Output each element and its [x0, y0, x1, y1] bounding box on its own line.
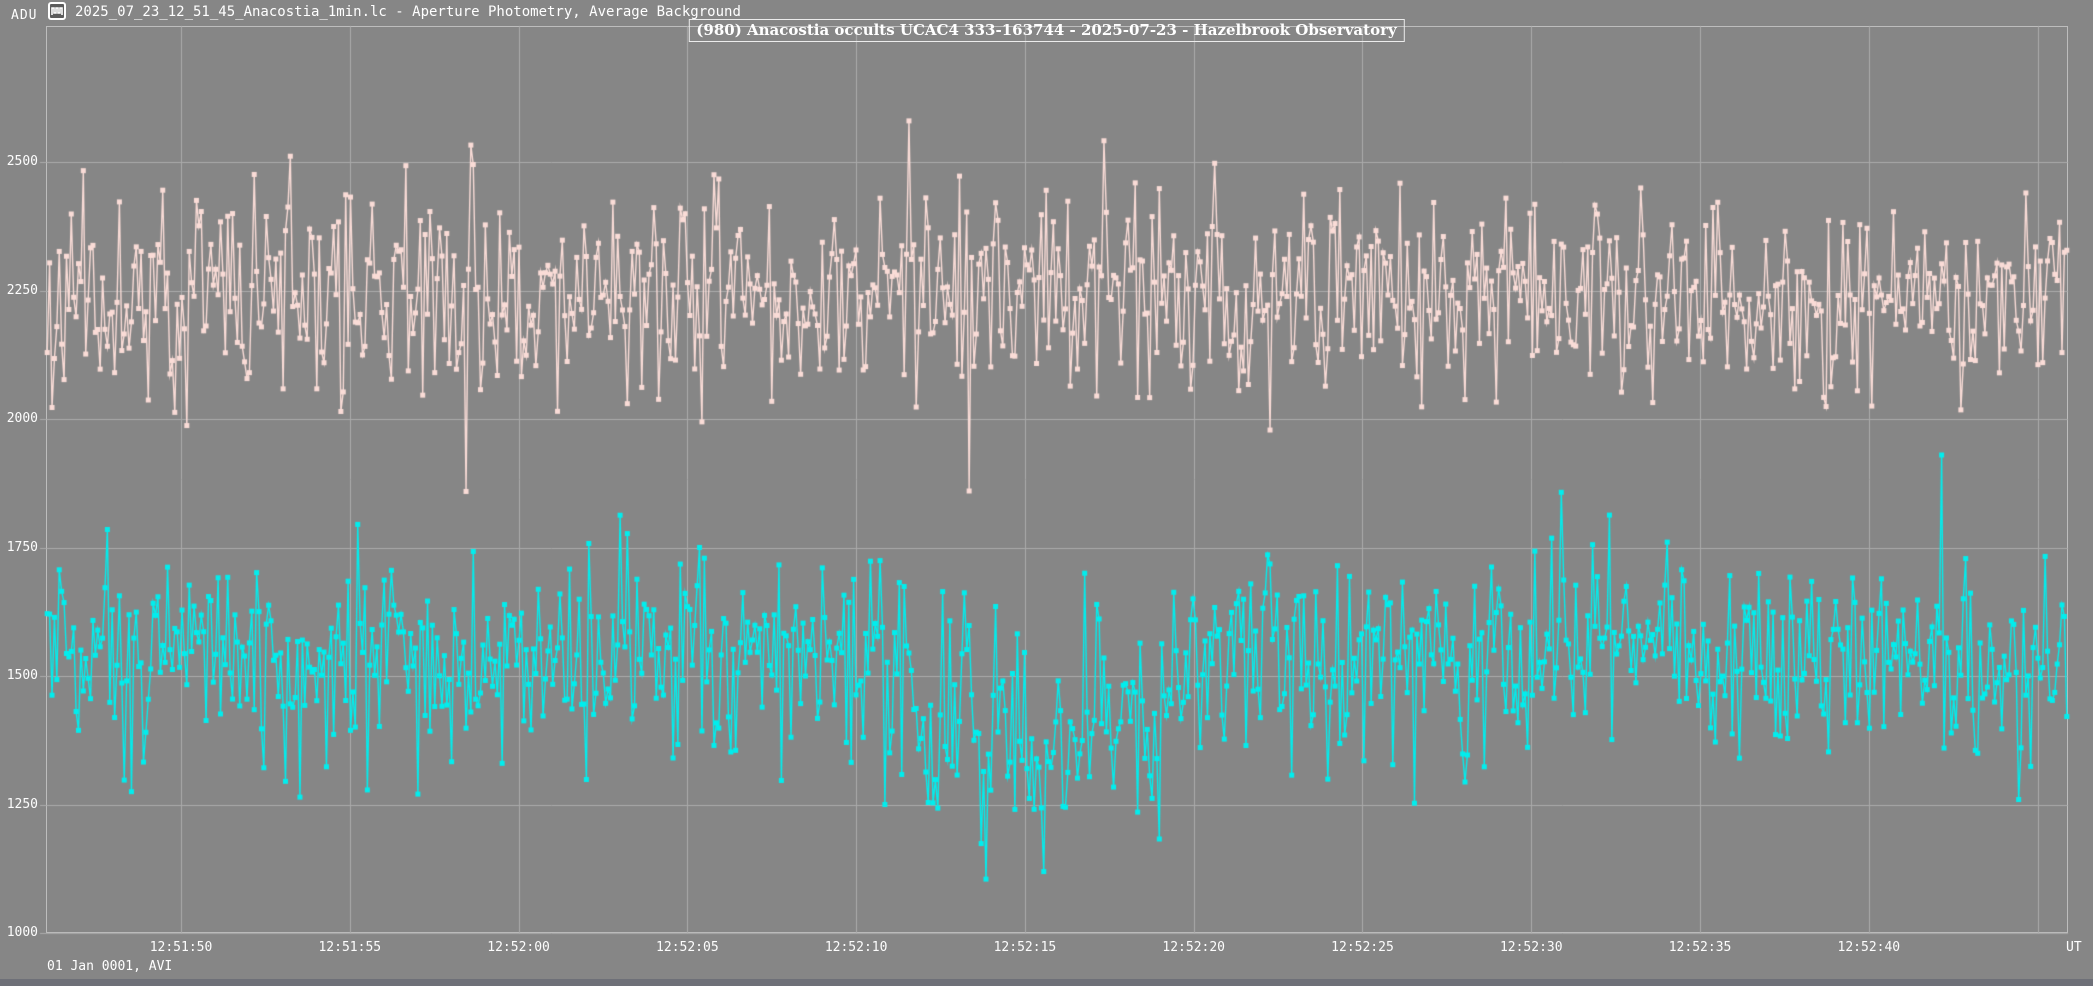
x-tick-label: 12:51:55 [318, 940, 382, 955]
x-tick-label: 12:52:15 [993, 940, 1057, 955]
x-tick-label: 12:52:35 [1668, 940, 1732, 955]
y-tick-label: 1000 [6, 925, 38, 940]
y-tick-label: 1750 [6, 539, 38, 555]
y-tick-label: 1250 [6, 796, 38, 812]
x-tick-label: 12:52:40 [1837, 940, 1901, 955]
x-tick-label: 12:52:10 [824, 940, 888, 955]
y-tick-label: 2000 [6, 411, 38, 426]
y-tick-label: 2500 [6, 154, 38, 169]
x-tick-label: 12:52:20 [1162, 940, 1226, 955]
y-tick-label: 1500 [6, 668, 38, 683]
x-tick-label: 12:52:30 [1499, 940, 1563, 955]
x-tick-label: 12:52:05 [656, 940, 719, 955]
x-tick-label: 12:51:50 [149, 940, 213, 955]
y-tick-label: 2250 [6, 282, 38, 298]
x-tick-label: 12:52:25 [1331, 940, 1394, 955]
chart-title-box: (980) Anacostia occults UCAC4 333-163744… [688, 19, 1405, 42]
x-tick-label: 12:52:00 [487, 940, 550, 955]
